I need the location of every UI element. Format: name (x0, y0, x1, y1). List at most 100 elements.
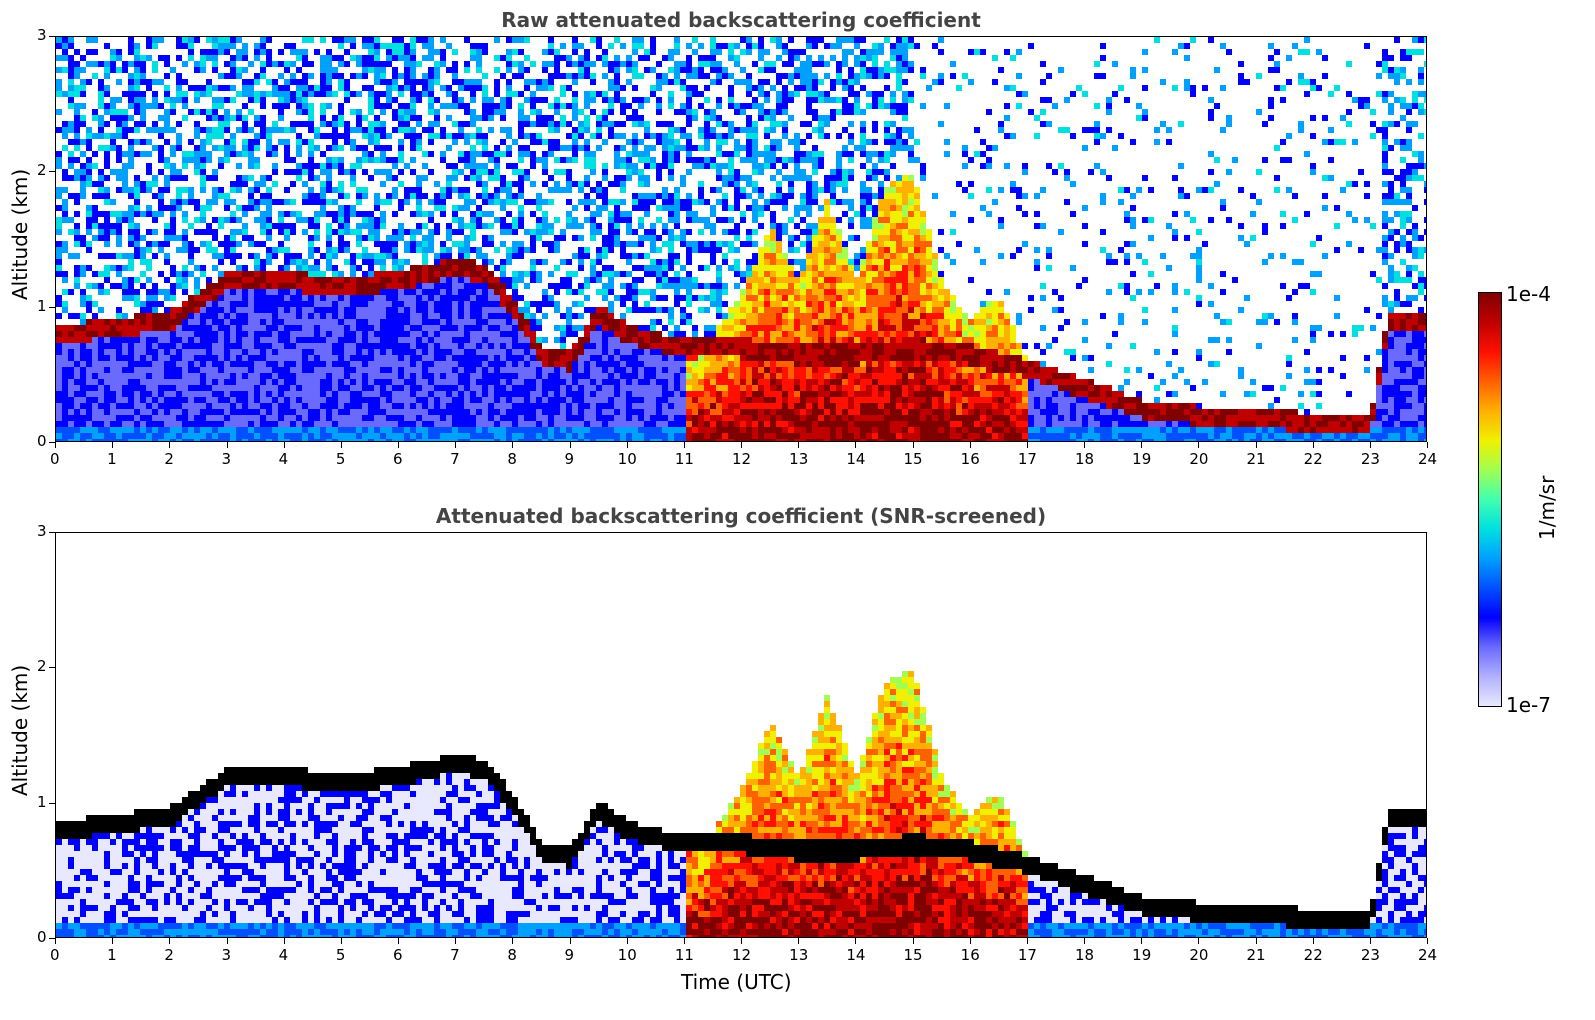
x-tick-mark (1312, 938, 1314, 944)
x-tick-mark (683, 938, 685, 944)
y-tick-label: 0 (37, 432, 47, 450)
x-tick-label: 2 (164, 946, 174, 964)
x-tick-label: 4 (278, 450, 289, 468)
x-tick-mark (112, 442, 114, 448)
x-tick-label: 16 (960, 450, 980, 468)
x-tick-mark (1427, 938, 1428, 944)
x-tick-mark (626, 442, 628, 448)
x-tick-label: 17 (1017, 450, 1037, 468)
x-tick-mark (741, 442, 742, 448)
x-tick-label: 23 (1360, 946, 1380, 964)
x-tick-mark (283, 442, 285, 448)
x-tick-label: 20 (1189, 946, 1209, 964)
x-tick-label: 12 (732, 946, 752, 964)
plot0-svg (56, 37, 1426, 441)
x-tick-mark (398, 938, 399, 944)
x-tick-label: 4 (278, 946, 289, 964)
y-tick-mark (49, 171, 55, 173)
x-tick-label: 22 (1303, 450, 1323, 468)
x-tick-mark (1369, 442, 1371, 448)
x-tick-mark (1084, 442, 1085, 448)
top-heatmap-plot (55, 36, 1427, 442)
bottom-heatmap-plot (55, 532, 1427, 938)
x-tick-mark (226, 442, 228, 448)
x-tick-label: 11 (674, 450, 694, 468)
colorbar-min-label: 1e-7 (1506, 693, 1551, 717)
x-tick-label: 21 (1246, 450, 1266, 468)
y-tick-mark (49, 532, 55, 533)
x-tick-label: 1 (107, 450, 117, 468)
x-tick-label: 24 (1418, 450, 1438, 468)
x-tick-mark (455, 442, 457, 448)
x-tick-mark (912, 938, 914, 944)
plot1-svg (56, 671, 1426, 937)
colorbar (1478, 292, 1502, 707)
colorbar-unit-label: 1/m/sr (1535, 475, 1559, 540)
x-tick-label: 18 (1075, 450, 1095, 468)
y-tick-mark (49, 306, 55, 308)
x-tick-label: 22 (1303, 946, 1323, 964)
x-tick-mark (283, 938, 285, 944)
x-tick-mark (1255, 442, 1257, 448)
colorbar-max-label: 1e-4 (1506, 282, 1551, 306)
x-tick-label: 20 (1189, 450, 1209, 468)
x-tick-mark (112, 938, 114, 944)
x-tick-label: 3 (221, 946, 232, 964)
x-tick-label: 24 (1418, 946, 1438, 964)
x-tick-label: 19 (1132, 946, 1152, 964)
x-tick-label: 5 (335, 946, 346, 964)
x-tick-mark (1084, 938, 1085, 944)
x-tick-mark (1141, 442, 1143, 448)
y-tick-label: 0 (37, 928, 47, 946)
x-tick-label: 18 (1075, 946, 1095, 964)
x-tick-mark (340, 442, 342, 448)
top-y-axis-label: Altitude (km) (8, 168, 32, 300)
x-tick-label: 9 (564, 450, 575, 468)
x-tick-label: 14 (846, 450, 866, 468)
y-tick-label: 3 (37, 26, 47, 44)
bottom-chart-title: Attenuated backscattering coefficient (S… (435, 504, 1047, 528)
x-tick-label: 7 (450, 946, 460, 964)
x-tick-label: 13 (789, 946, 809, 964)
y-tick-mark (49, 667, 55, 669)
x-tick-label: 10 (617, 946, 637, 964)
x-tick-label: 15 (903, 946, 923, 964)
y-tick-label: 1 (37, 296, 47, 315)
x-tick-mark (455, 938, 457, 944)
x-tick-mark (969, 938, 971, 944)
x-tick-label: 12 (732, 450, 752, 468)
x-tick-mark (512, 938, 514, 944)
x-tick-mark (169, 442, 171, 448)
x-tick-mark (798, 442, 800, 448)
x-tick-mark (340, 938, 342, 944)
x-tick-label: 15 (903, 450, 923, 468)
x-tick-mark (1141, 938, 1143, 944)
x-tick-mark (226, 938, 228, 944)
x-tick-label: 23 (1360, 450, 1380, 468)
x-tick-mark (512, 442, 514, 448)
x-tick-label: 11 (674, 946, 694, 964)
x-tick-mark (798, 938, 800, 944)
x-tick-mark (1026, 442, 1028, 448)
bottom-y-axis-label: Altitude (km) (8, 664, 32, 796)
x-tick-mark (855, 938, 857, 944)
y-tick-label: 1 (37, 792, 47, 811)
x-tick-label: 7 (450, 450, 460, 468)
x-tick-mark (855, 442, 857, 448)
x-tick-label: 5 (335, 450, 346, 468)
x-tick-mark (969, 442, 971, 448)
x-tick-label: 10 (617, 450, 637, 468)
x-tick-label: 0 (50, 450, 60, 468)
bottom-x-axis-label: Time (UTC) (681, 970, 792, 994)
x-tick-mark (683, 442, 685, 448)
x-tick-label: 21 (1246, 946, 1266, 964)
x-tick-mark (626, 938, 628, 944)
x-tick-label: 8 (507, 946, 517, 964)
x-tick-mark (1026, 938, 1028, 944)
x-tick-mark (55, 442, 56, 448)
x-tick-mark (169, 938, 171, 944)
x-tick-mark (1198, 442, 1200, 448)
y-tick-label: 2 (37, 657, 47, 676)
x-tick-mark (1312, 442, 1314, 448)
x-tick-label: 1 (107, 946, 117, 964)
